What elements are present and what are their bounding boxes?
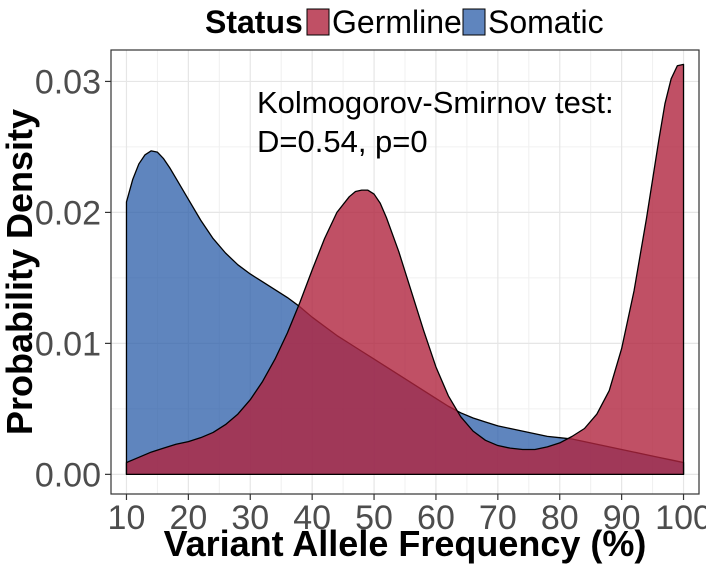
x-tick-label: 20	[169, 499, 207, 537]
y-tick-label: 0.00	[35, 456, 101, 494]
x-tick-label: 90	[603, 499, 641, 537]
x-tick-label: 100	[655, 499, 706, 537]
area-germline	[125, 63, 685, 476]
legend: Status Germline Somatic	[205, 4, 604, 40]
legend-swatch-somatic	[462, 8, 486, 36]
x-tick-label: 40	[293, 499, 331, 537]
x-tick-label: 10	[108, 499, 146, 537]
annotation-line-2: D=0.54, p=0	[257, 124, 428, 159]
x-tick-label: 30	[231, 499, 269, 537]
x-axis: 10 20 30 40 50 60 70 80 90 100	[108, 494, 706, 537]
x-tick-label: 80	[541, 499, 579, 537]
y-axis-title: Probability Density	[0, 109, 40, 435]
legend-title: Status	[205, 4, 303, 40]
x-tick-label: 60	[417, 499, 455, 537]
y-tick-label: 0.01	[35, 325, 101, 363]
legend-label-somatic: Somatic	[488, 4, 604, 40]
legend-swatch-germline	[306, 8, 330, 36]
x-tick-label: 50	[355, 499, 393, 537]
annotation: Kolmogorov-Smirnov test: D=0.54, p=0	[257, 85, 614, 159]
annotation-line-1: Kolmogorov-Smirnov test:	[257, 85, 614, 120]
x-tick-label: 70	[479, 499, 517, 537]
y-tick-label: 0.02	[35, 194, 101, 232]
density-areas	[125, 63, 685, 476]
y-tick-label: 0.03	[35, 63, 101, 101]
legend-label-germline: Germline	[332, 4, 462, 40]
y-axis: 0.00 0.01 0.02 0.03	[35, 63, 111, 494]
plot-border	[110, 49, 700, 495]
x-axis-title: Variant Allele Frequency (%)	[164, 523, 647, 564]
